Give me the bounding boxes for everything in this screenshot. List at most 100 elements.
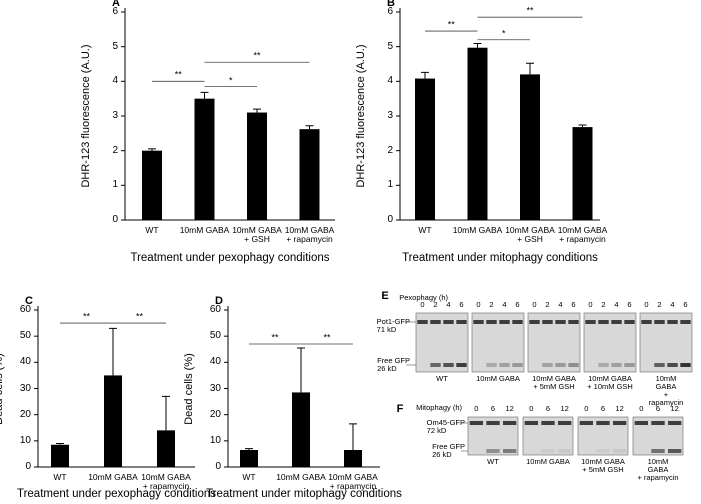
panel-letter: F [396, 403, 404, 416]
band [654, 320, 665, 324]
band [503, 421, 517, 425]
band [486, 363, 497, 367]
lane-label: 10mM GABA [526, 457, 570, 466]
band [486, 449, 500, 453]
band [417, 320, 428, 324]
time-label: 2 [601, 300, 606, 310]
y-tick-label: 1 [387, 179, 393, 191]
band [668, 449, 682, 453]
x-tick-label: WT [242, 472, 256, 482]
error-bar [109, 327, 117, 376]
time-label: 2 [433, 300, 438, 310]
x-tick-label: 10mM GABA [88, 472, 138, 482]
time-label: 0 [584, 404, 589, 414]
blot-axis-label: Mitophagy (h) [416, 403, 462, 413]
panel-letter: D [215, 295, 223, 308]
x-axis-title: Treatment under mitophagy conditions [206, 487, 402, 500]
x-tick-label: 10mM GABA + rapamycin [284, 225, 335, 244]
panel-letter: C [25, 295, 33, 308]
significance-label: ** [323, 332, 331, 343]
band [456, 363, 467, 367]
y-tick-label: 4 [112, 75, 118, 87]
x-tick-label: 10mM GABA + rapamycin [328, 472, 378, 491]
band [558, 421, 572, 425]
time-label: 6 [490, 404, 496, 414]
bar [51, 444, 69, 467]
significance-label: ** [253, 50, 261, 61]
y-tick-label: 20 [19, 408, 31, 420]
band [486, 320, 497, 324]
y-axis-title: DHR-123 fluorescence (A.U.) [80, 44, 93, 188]
error-bar [421, 71, 429, 79]
x-tick-label: 10mM GABA [179, 225, 230, 235]
time-label: 4 [614, 300, 619, 310]
error-bar [526, 62, 534, 75]
band [634, 421, 648, 425]
panel-letter: A [112, 0, 120, 10]
time-label: 0 [420, 300, 425, 310]
time-label: 4 [446, 300, 451, 310]
y-tick-label: 60 [209, 303, 221, 315]
x-axis-title: Treatment under pexophagy conditions [130, 251, 330, 264]
lane-label: 10mM GABA + 5mM GSH [532, 374, 576, 391]
time-label: 0 [644, 300, 649, 310]
band-label: Free GFP 26 kD [432, 442, 465, 459]
band [443, 320, 454, 324]
y-axis-title: Dead cells (%) [183, 352, 196, 425]
band [430, 320, 441, 324]
band [641, 320, 652, 324]
band [596, 421, 610, 425]
time-label: 2 [545, 300, 550, 310]
band [598, 363, 609, 367]
bar [467, 47, 488, 220]
significance-label: ** [174, 69, 182, 80]
time-label: 0 [474, 404, 479, 414]
band [654, 363, 665, 367]
bar [520, 74, 540, 221]
y-tick-label: 2 [387, 144, 393, 156]
error-bar [148, 148, 156, 151]
time-label: 6 [600, 404, 606, 414]
significance-label: * [501, 28, 506, 39]
bar [299, 129, 320, 220]
y-axis-title: Dead cells (%) [0, 352, 6, 425]
band [430, 363, 441, 367]
y-tick-label: 10 [19, 434, 31, 446]
y-tick-label: 1 [112, 179, 118, 191]
x-axis-title: Treatment under mitophagy conditions [402, 251, 598, 264]
time-label: 6 [571, 300, 576, 310]
y-tick-label: 2 [112, 144, 118, 156]
y-tick-label: 30 [19, 382, 31, 394]
band [613, 449, 627, 453]
y-tick-label: 3 [387, 109, 393, 121]
y-tick-label: 0 [387, 213, 393, 225]
error-bar [349, 423, 357, 450]
time-label: 0 [476, 300, 481, 310]
band [568, 363, 579, 367]
significance-label: ** [82, 311, 91, 322]
error-bar [297, 347, 305, 393]
time-label: 6 [627, 300, 632, 310]
band [524, 421, 538, 425]
band [598, 320, 609, 324]
band-label: Free GFP 26 kD [377, 356, 410, 373]
band [596, 449, 610, 453]
significance-label: ** [447, 19, 455, 30]
y-tick-label: 10 [209, 434, 221, 446]
y-tick-label: 5 [112, 40, 118, 52]
bar [247, 112, 267, 220]
y-tick-label: 6 [387, 5, 393, 17]
band [473, 320, 484, 324]
x-tick-label: 10mM GABA + rapamycin [141, 472, 191, 491]
band [499, 320, 510, 324]
panel-letter: E [381, 290, 389, 303]
band [579, 421, 593, 425]
lane-label: WT [487, 457, 499, 466]
x-tick-label: 10mM GABA [452, 225, 503, 235]
time-label: 6 [459, 300, 464, 310]
panel-letter: B [387, 0, 395, 10]
time-label: 0 [529, 404, 534, 414]
band [651, 449, 665, 453]
time-label: 12 [505, 404, 514, 414]
y-tick-label: 5 [387, 40, 393, 52]
